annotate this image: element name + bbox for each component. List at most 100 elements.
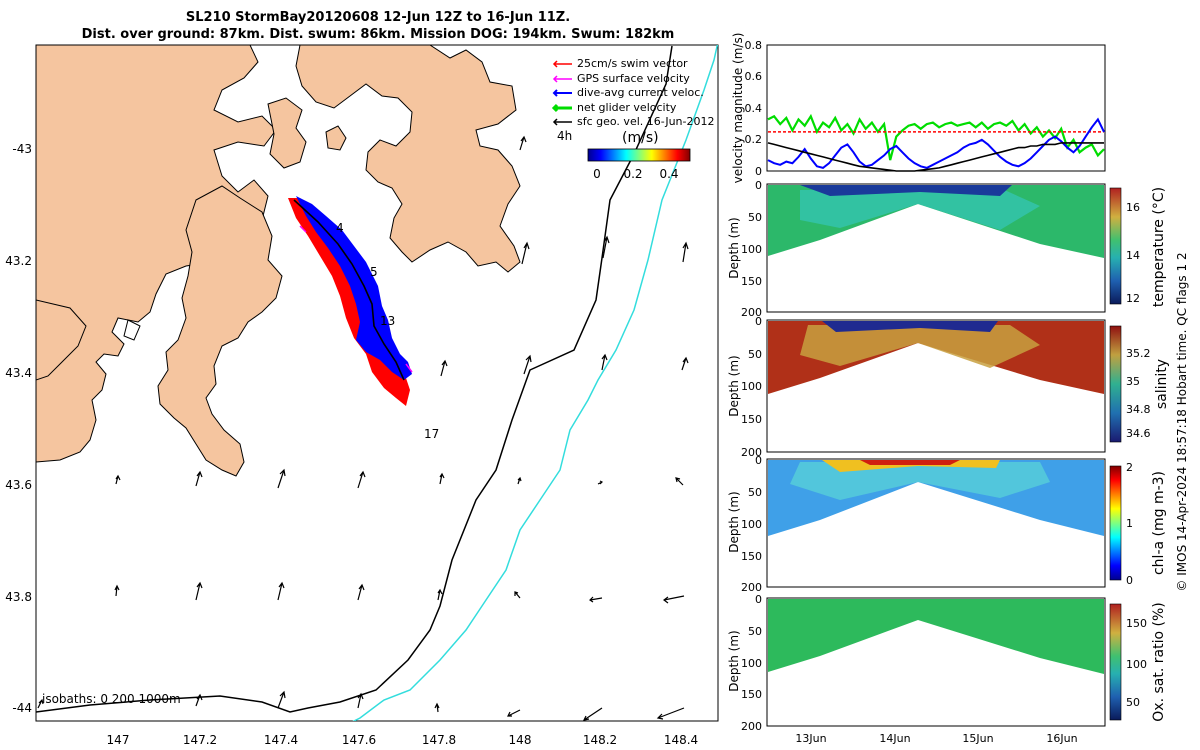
chla-cbar-tick: 2 — [1126, 461, 1133, 474]
geo-arrow — [682, 241, 689, 263]
colorbar-tick: 0.2 — [623, 167, 642, 181]
map-x-ticks: 147 147.2 147.4 147.6 147.8 148 148.2 14… — [107, 733, 699, 747]
vel-y-tick: 0.6 — [745, 70, 763, 83]
time-x-tick: 15Jun — [962, 732, 993, 745]
chla-upper-band — [790, 462, 1050, 500]
velocity-series-net-glider-velocity — [767, 113, 1105, 161]
map-y-tick: -44 — [12, 701, 32, 715]
legend-label-net: net glider velocity — [577, 101, 677, 114]
land-peninsula-west — [36, 299, 87, 381]
map-x-tick: 148.4 — [664, 733, 698, 747]
geo-arrow — [357, 692, 364, 709]
sal-y-tick: 200 — [741, 446, 762, 459]
geo-arrow — [597, 480, 604, 485]
map-legend: 25cm/s swim vector GPS surface velocity … — [551, 57, 714, 181]
temp-cbar-tick: 16 — [1126, 201, 1140, 214]
track-label-13: 13 — [380, 314, 395, 328]
ox-y-tick: 100 — [741, 657, 762, 670]
geo-arrow — [277, 468, 286, 489]
temp-y-tick: 0 — [755, 179, 762, 192]
salinity-panel: 0 50 100 150 200 Depth (m) 34.6 34.8 35 … — [727, 315, 1170, 459]
land-forestier-peninsula — [157, 185, 283, 477]
colorbar-unit-label: (m/s) — [622, 130, 659, 146]
legend-label-diveavg: dive-avg current veloc. — [577, 86, 704, 99]
geo-arrow — [195, 581, 203, 601]
geo-arrow — [440, 359, 448, 377]
sal-cbar-tick: 35.2 — [1126, 347, 1151, 360]
geo-arrow — [437, 588, 443, 601]
oxygen-panel: 0 50 100 150 200 Depth (m) 50 100 150 Ox… — [727, 593, 1167, 745]
track-label-4: 4 — [336, 221, 344, 235]
sal-cbar-tick: 34.8 — [1126, 403, 1151, 416]
ox-cbar-label: Ox. sat. ratio (%) — [1151, 602, 1167, 721]
map-y-tick: 43.8 — [5, 590, 32, 604]
legend-arrowhead-net — [551, 103, 559, 113]
isobath-200m — [36, 45, 673, 713]
geo-arrow — [357, 583, 365, 601]
colorbar-tick: 0 — [593, 167, 601, 181]
dive-avg-current-vectors — [296, 196, 412, 380]
temp-surface-cold — [800, 185, 1012, 196]
ox-y-tick: 50 — [748, 625, 762, 638]
geo-arrow — [517, 476, 522, 485]
temp-subsurface-band — [800, 188, 1040, 230]
sal-y-tick: 100 — [741, 380, 762, 393]
map-y-tick: -43 — [12, 142, 32, 156]
temp-y-ticks: 0 50 100 150 200 — [741, 179, 762, 319]
colorbar-tick: 0.4 — [659, 167, 678, 181]
land-small-islet — [325, 125, 347, 151]
map-y-tick: 43.4 — [5, 366, 32, 380]
vel-y-tick: 0.8 — [745, 39, 763, 52]
geo-arrow — [115, 474, 121, 485]
geo-arrow — [277, 581, 285, 601]
sal-y-tick: 50 — [748, 348, 762, 361]
ox-cbar-tick: 100 — [1126, 658, 1147, 671]
geo-arrow — [507, 709, 521, 717]
sfc-geo-velocity-arrows — [37, 135, 689, 721]
title-line-1: SL210 StormBay20120608 12-Jun 12Z to 16-… — [186, 10, 570, 25]
chla-y-label: Depth (m) — [727, 491, 741, 552]
track-label-17: 17 — [424, 427, 439, 441]
chla-y-tick: 0 — [755, 454, 762, 467]
legend-arrowhead-swim — [552, 60, 558, 68]
map-x-tick: 147.8 — [422, 733, 456, 747]
isobath-1000m — [352, 45, 718, 721]
ox-field — [768, 599, 1104, 674]
geo-arrow — [656, 707, 685, 720]
geo-arrow — [601, 353, 608, 371]
time-x-tick: 14Jun — [879, 732, 910, 745]
velocity-series-dive-avg-current — [767, 117, 1105, 169]
net-glider-path — [293, 199, 405, 381]
sal-cbar-tick: 35 — [1126, 375, 1140, 388]
map-x-tick: 147.2 — [183, 733, 217, 747]
chla-colorbar — [1109, 465, 1122, 581]
geo-arrow — [277, 690, 286, 709]
sal-y-tick: 0 — [755, 315, 762, 328]
sal-surface-fresh — [822, 321, 998, 332]
geo-arrow — [589, 596, 603, 603]
ox-y-tick: 150 — [741, 688, 762, 701]
geo-arrow — [681, 356, 689, 371]
legend-label-swim: 25cm/s swim vector — [577, 57, 688, 70]
map-y-tick: 43.2 — [5, 254, 32, 268]
geo-arrow — [195, 693, 203, 707]
title-line-2: Dist. over ground: 87km. Dist. swum: 86k… — [82, 27, 675, 42]
sal-y-tick: 150 — [741, 413, 762, 426]
land-island-nw — [267, 97, 307, 169]
map-x-tick: 148 — [509, 733, 532, 747]
geo-arrow — [523, 354, 532, 375]
vel-y-tick: 0.2 — [745, 133, 763, 146]
land-tasman-peninsula — [295, 45, 521, 273]
velocity-series-sfc-geo-velocity — [767, 142, 1104, 172]
ox-cbar-tick: 50 — [1126, 696, 1140, 709]
sal-cbar-label: salinity — [1154, 359, 1170, 409]
geo-arrow — [37, 698, 44, 709]
map-x-tick: 148.2 — [583, 733, 617, 747]
time-x-tick: 13Jun — [795, 732, 826, 745]
map-x-tick: 147 — [107, 733, 130, 747]
temp-y-tick: 150 — [741, 275, 762, 288]
temp-y-tick: 50 — [748, 211, 762, 224]
ox-cbar-tick: 150 — [1126, 617, 1147, 630]
geo-arrow — [195, 470, 203, 487]
